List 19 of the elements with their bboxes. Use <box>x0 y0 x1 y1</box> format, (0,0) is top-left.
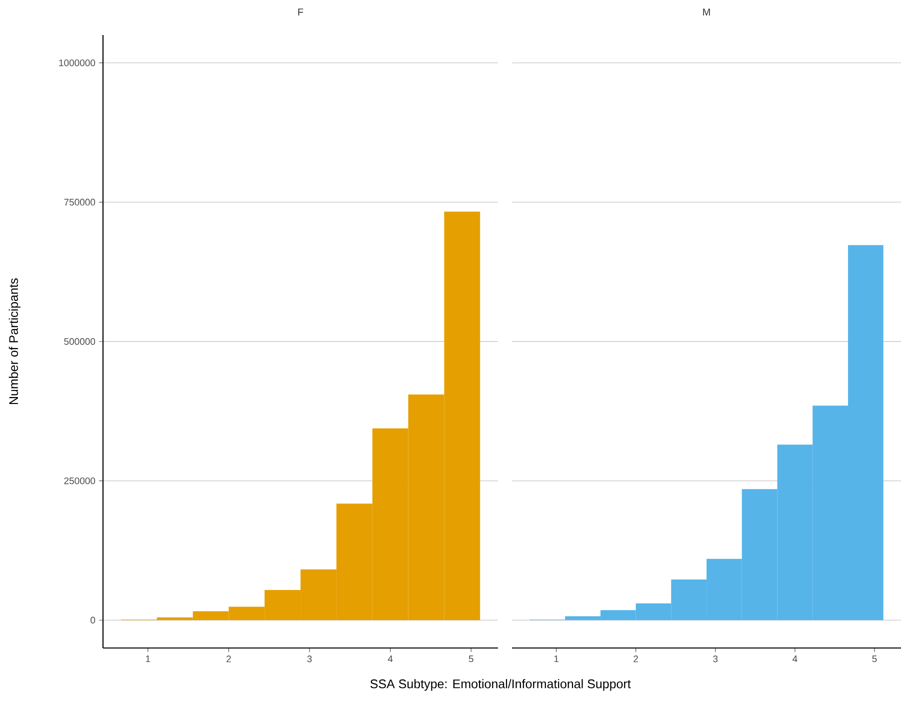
x-tick-label: 5 <box>468 656 474 662</box>
x-tick-label: 3 <box>713 656 718 662</box>
x-tick-label: 2 <box>634 656 638 662</box>
x-tick-label: 1 <box>146 656 150 662</box>
x-tick-label: 4 <box>388 656 393 662</box>
y-tick-label: 250000 <box>64 477 96 484</box>
y-tick-label: 0 <box>90 616 96 624</box>
chart-title: F <box>298 8 304 16</box>
x-tick-label: 1 <box>554 656 558 662</box>
y-axis-title: Number of Participants <box>8 278 20 404</box>
x-tick-label: 4 <box>792 656 798 662</box>
x-tick-label: 5 <box>872 656 877 662</box>
y-tick-label: 500000 <box>64 338 96 345</box>
chart-title: M <box>703 8 710 16</box>
x-tick-label: 2 <box>226 656 231 662</box>
x-axis-title: SSA Subtype: Emotional/Informational Support <box>370 679 631 691</box>
y-tick-label: 750000 <box>64 198 96 206</box>
x-tick-label: 3 <box>307 656 312 662</box>
y-tick-label: 1000000 <box>59 59 96 66</box>
